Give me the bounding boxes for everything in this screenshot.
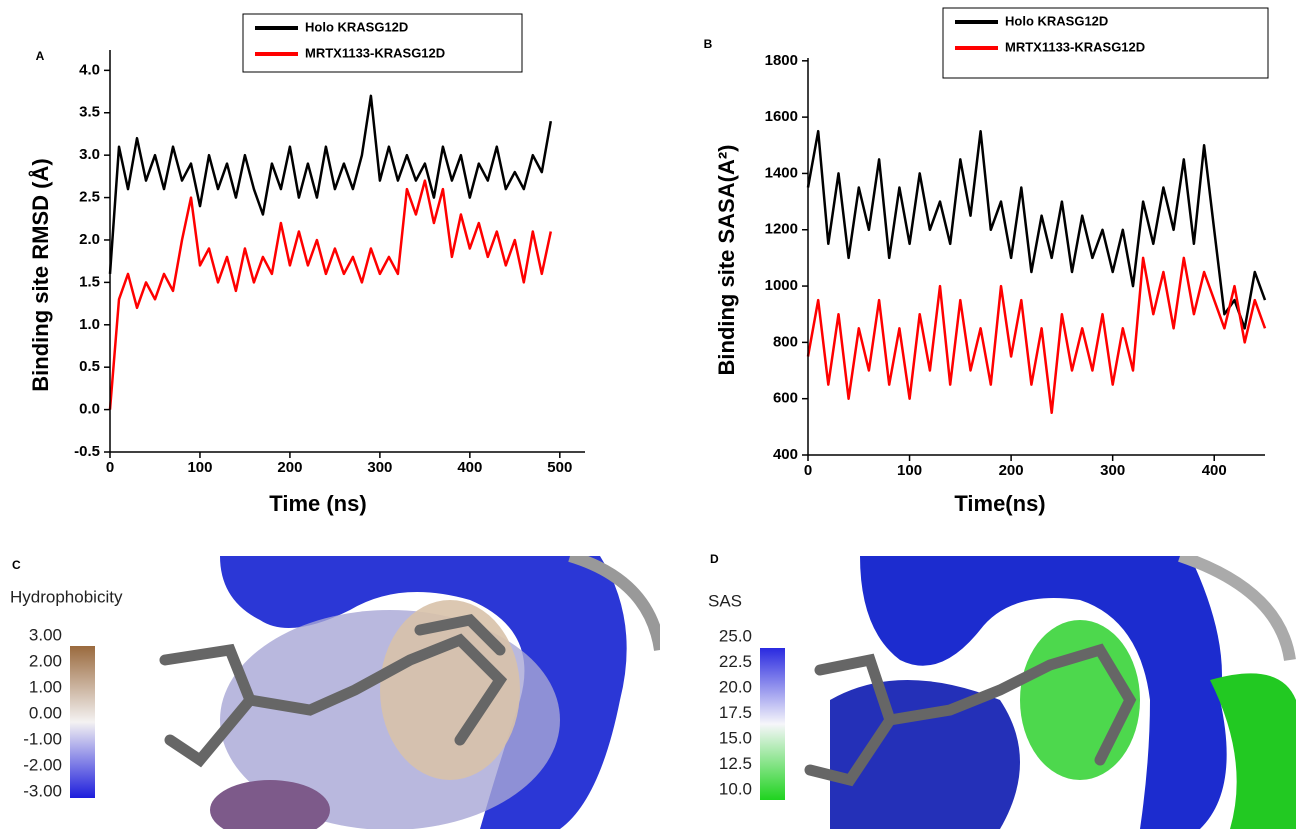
x-tick-label: 0	[106, 459, 114, 476]
x-tick-label: 300	[1100, 462, 1125, 479]
colorbar-tick-label: 3.00	[29, 625, 62, 644]
y-tick-label: 3.5	[79, 104, 100, 121]
data-line	[110, 181, 551, 410]
y-tick-label: 1.0	[79, 316, 100, 333]
y-tick-label: 1400	[765, 164, 798, 181]
x-tick-label: 100	[897, 462, 922, 479]
colorbar-tick-label: -1.00	[23, 729, 62, 748]
colorbar-tick-label: 12.5	[719, 754, 752, 773]
colorbar-tick-label: 25.0	[719, 626, 752, 645]
colorbar-tick-label: 1.00	[29, 677, 62, 696]
panel-label: A	[36, 49, 45, 63]
data-line	[808, 258, 1265, 413]
x-tick-label: 500	[547, 459, 572, 476]
colorbar-tick-label: -3.00	[23, 781, 62, 800]
panel-label: B	[704, 37, 713, 51]
y-tick-label: 1200	[765, 221, 798, 238]
colorbar-tick-label: 20.0	[719, 677, 752, 696]
molecule-image	[165, 556, 660, 829]
colorbar	[760, 648, 785, 800]
y-tick-label: 400	[773, 446, 798, 463]
x-tick-label: 400	[1202, 462, 1227, 479]
x-axis-label: Time(ns)	[954, 491, 1045, 516]
y-tick-label: 800	[773, 333, 798, 350]
panel-label: D	[710, 552, 719, 566]
x-tick-label: 400	[457, 459, 482, 476]
y-axis-label: Binding site RMSD (Å)	[27, 158, 53, 391]
colorbar-title: SAS	[708, 591, 742, 610]
x-tick-label: 200	[999, 462, 1024, 479]
y-tick-label: 1000	[765, 277, 798, 294]
x-tick-label: 0	[804, 462, 812, 479]
y-tick-label: 4.0	[79, 61, 100, 78]
colorbar-tick-label: 15.0	[719, 728, 752, 747]
colorbar-tick-label: 17.5	[719, 703, 752, 722]
x-axis-label: Time (ns)	[269, 491, 366, 516]
figure: A -0.5 0.0 0.5 1.0 1.5 2.0 2.5 3.0 3.5 4.0 0 100 200 3…	[0, 0, 1296, 829]
y-tick-label: 1600	[765, 108, 798, 125]
y-tick-label: 600	[773, 390, 798, 407]
colorbar-tick-label: 10.0	[719, 779, 752, 798]
colorbar-tick-label: -2.00	[23, 755, 62, 774]
y-tick-label: 1.5	[79, 273, 100, 290]
y-axis-label: Binding site SASA(A²)	[714, 145, 739, 376]
x-tick-label: 200	[277, 459, 302, 476]
y-tick-label: 3.0	[79, 146, 100, 163]
colorbar-tick-label: 22.5	[719, 652, 752, 671]
molecule-image	[810, 556, 1296, 829]
colorbar-title: Hydrophobicity	[10, 587, 123, 606]
x-tick-label: 100	[187, 459, 212, 476]
colorbar-tick-label: 0.00	[29, 703, 62, 722]
y-tick-label: 2.5	[79, 189, 100, 206]
legend-label: Holo KRASG12D	[305, 19, 408, 34]
x-tick-label: 300	[367, 459, 392, 476]
colorbar-tick-label: 2.00	[29, 651, 62, 670]
legend-label: MRTX1133-KRASG12D	[1005, 39, 1145, 54]
legend-label: MRTX1133-KRASG12D	[305, 45, 445, 60]
colorbar	[70, 646, 95, 798]
y-tick-label: 0.0	[79, 401, 100, 418]
y-tick-label: -0.5	[74, 443, 100, 460]
legend-label: Holo KRASG12D	[1005, 13, 1108, 28]
y-tick-label: 2.0	[79, 231, 100, 248]
panel-label: C	[12, 558, 21, 572]
y-tick-label: 0.5	[79, 358, 100, 375]
y-tick-label: 1800	[765, 52, 798, 69]
